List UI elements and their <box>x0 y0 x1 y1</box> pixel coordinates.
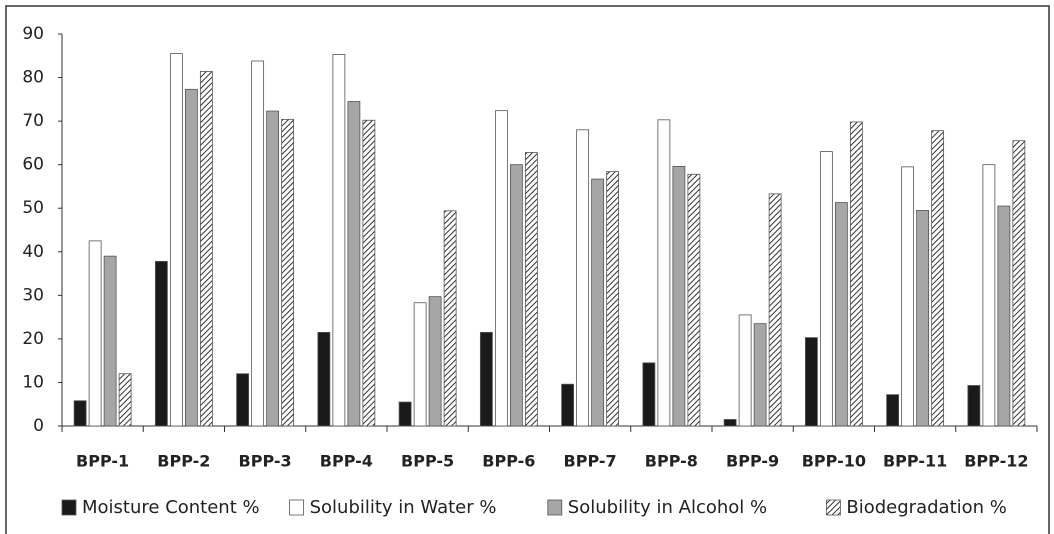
bar <box>479 331 493 427</box>
bar <box>251 60 265 427</box>
bar <box>723 419 737 427</box>
x-tick-label: BPP-5 <box>401 452 454 471</box>
bar <box>819 151 833 427</box>
bar <box>281 118 295 427</box>
x-tick-label: BPP-10 <box>802 452 866 471</box>
bar <box>982 164 996 427</box>
bar <box>184 88 198 427</box>
legend-swatch <box>826 499 841 516</box>
bar <box>73 400 87 427</box>
x-tick-label: BPP-11 <box>883 452 947 471</box>
bar <box>591 178 605 427</box>
x-tick-label: BPP-4 <box>320 452 373 471</box>
y-tick-label: 20 <box>22 329 44 349</box>
y-tick-label: 90 <box>22 24 44 44</box>
bar <box>509 164 523 427</box>
y-tick-label: 10 <box>22 372 44 392</box>
legend-label: Solubility in Alcohol % <box>568 497 767 518</box>
bar <box>967 385 981 427</box>
bar <box>413 302 427 427</box>
y-tick-label: 80 <box>22 68 44 88</box>
bar <box>266 110 280 427</box>
bar <box>443 210 457 427</box>
x-tick-label: BPP-6 <box>482 452 535 471</box>
bar <box>332 54 346 427</box>
bar <box>901 166 915 427</box>
bar <box>997 205 1011 427</box>
bar <box>88 240 102 427</box>
y-tick-label: 40 <box>22 242 44 262</box>
y-tick-label: 0 <box>33 416 44 436</box>
bar <box>804 337 818 427</box>
bar <box>886 394 900 427</box>
y-tick-label: 50 <box>22 198 44 218</box>
bar <box>916 209 930 427</box>
x-tick-label: BPP-8 <box>645 452 698 471</box>
bar <box>103 255 117 427</box>
y-tick-label: 30 <box>22 285 44 305</box>
bar <box>524 152 538 427</box>
bar <box>236 373 250 427</box>
x-tick-label: BPP-3 <box>239 452 292 471</box>
legend-label: Solubility in Water % <box>310 497 497 518</box>
x-tick-label: BPP-12 <box>964 452 1028 471</box>
bar <box>576 129 590 427</box>
y-tick-label: 60 <box>22 155 44 175</box>
bar <box>199 71 213 427</box>
bar <box>642 362 656 427</box>
legend-label: Moisture Content % <box>82 497 260 518</box>
bar <box>561 383 575 427</box>
bar <box>118 373 132 427</box>
bar <box>738 314 752 427</box>
x-tick-label: BPP-1 <box>76 452 129 471</box>
legend-swatch <box>61 499 77 516</box>
bar <box>494 110 508 427</box>
legend-swatch <box>289 499 305 516</box>
bar <box>154 260 168 427</box>
bar <box>753 323 767 427</box>
bar <box>347 101 361 427</box>
y-tick-label: 70 <box>22 111 44 131</box>
bar <box>672 166 686 427</box>
x-tick-label: BPP-2 <box>157 452 210 471</box>
bar <box>834 202 848 427</box>
frame <box>5 5 1050 534</box>
bar <box>768 193 782 427</box>
x-tick-label: BPP-9 <box>726 452 779 471</box>
legend-label: Biodegradation % <box>846 497 1006 518</box>
bar <box>169 53 183 427</box>
x-tick-label: BPP-7 <box>564 452 617 471</box>
bar <box>687 173 701 427</box>
bar <box>428 296 442 427</box>
bar <box>849 121 863 427</box>
legend-swatch <box>547 499 563 516</box>
bar <box>398 401 412 427</box>
bar <box>362 119 376 427</box>
bar <box>657 119 671 427</box>
bar <box>317 331 331 427</box>
bar <box>931 130 945 427</box>
bar <box>1012 140 1026 427</box>
bar <box>606 171 620 427</box>
